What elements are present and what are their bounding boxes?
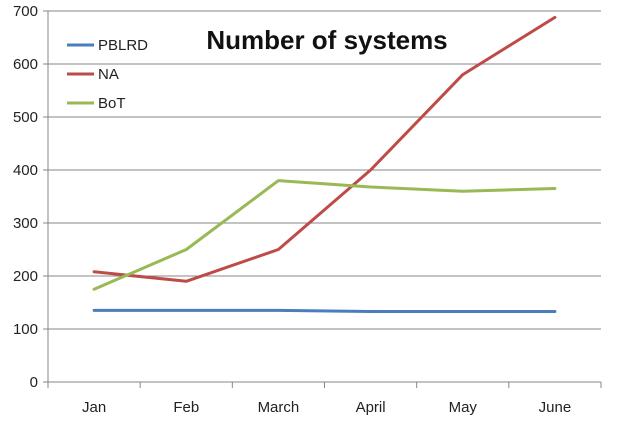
legend-label-na: NA — [98, 66, 119, 83]
y-tick-label: 700 — [13, 3, 38, 20]
x-tick-label: March — [258, 399, 300, 416]
series-line-bot — [92, 179, 557, 291]
series-line-pblrd — [92, 308, 557, 313]
legend-label-bot: BoT — [98, 95, 126, 112]
x-tick-label: Feb — [173, 399, 199, 416]
legend-label-pblrd: PBLRD — [98, 37, 148, 54]
axes — [43, 10, 602, 388]
y-tick-label: 0 — [30, 374, 38, 391]
gridlines — [48, 10, 601, 330]
series-line-na — [92, 15, 557, 283]
y-tick-label: 300 — [13, 215, 38, 232]
x-tick-label: Jan — [82, 399, 106, 416]
y-tick-label: 600 — [13, 56, 38, 73]
y-tick-label: 200 — [13, 268, 38, 285]
x-tick-label: April — [356, 399, 386, 416]
x-tick-labels: Jan Feb March April May June — [82, 399, 571, 416]
legend: PBLRD NA BoT — [67, 37, 148, 112]
series-lines — [92, 15, 557, 313]
y-tick-label: 400 — [13, 162, 38, 179]
x-tick-label: June — [539, 399, 572, 416]
y-tick-label: 100 — [13, 321, 38, 338]
chart-title: Number of systems — [206, 25, 447, 55]
x-tick-label: May — [449, 399, 478, 416]
y-tick-label: 500 — [13, 109, 38, 126]
y-tick-labels: 0 100 200 300 400 500 600 700 — [13, 3, 38, 391]
